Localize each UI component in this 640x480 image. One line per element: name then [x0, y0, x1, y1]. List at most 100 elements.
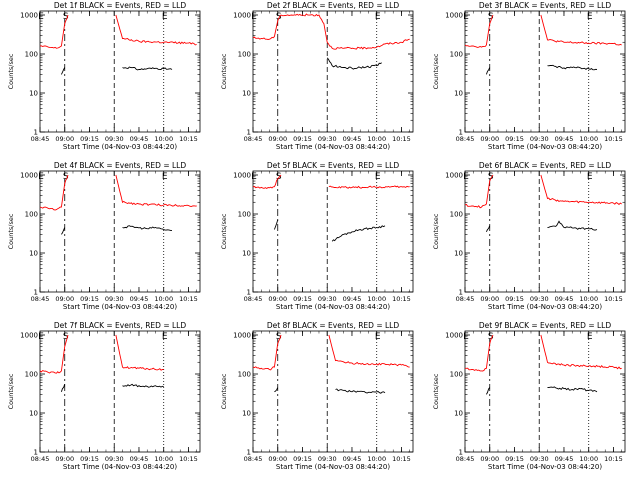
y-tick-label: 10	[454, 90, 463, 98]
series-line-events	[273, 219, 386, 242]
marker-label-e: E	[162, 12, 168, 22]
x-tick-label: 10:15	[392, 295, 411, 303]
series-line-lld	[465, 334, 622, 372]
y-tick-label: 10	[242, 250, 251, 258]
y-tick-label: 100	[25, 211, 38, 219]
x-tick-label: 09:45	[555, 135, 574, 143]
marker-label-e: E	[587, 12, 593, 22]
series-line-events	[326, 57, 382, 70]
chart-panel-1: Det 1f BLACK = Events, RED = LLD 1 10 100 10…	[7, 1, 201, 151]
marker-label-s: S	[488, 12, 494, 22]
y-tick-label: 100	[450, 371, 463, 379]
y-tick-label: 100	[25, 371, 38, 379]
plot-frame	[39, 330, 201, 453]
series-line-events	[486, 386, 598, 395]
plot-frame	[39, 10, 201, 133]
chart-title: Det 7f BLACK = Events, RED = LLD	[54, 321, 187, 330]
y-tick-label: 1	[247, 289, 251, 297]
chart-panel-2: Det 2f BLACK = Events, RED = LLD 1 10 100 10…	[220, 1, 414, 151]
x-tick-label: 09:15	[505, 455, 524, 463]
y-axis-label: Counts/sec	[220, 53, 228, 89]
x-tick-label: 09:00	[480, 295, 499, 303]
series-line-lld	[464, 174, 622, 209]
x-axis-label: Start Time (04-Nov-03 08:44:20)	[276, 143, 390, 151]
y-tick-label: 1000	[233, 12, 251, 20]
chart-title: Det 4f BLACK = Events, RED = LLD	[54, 161, 187, 170]
marker-label-e: E	[38, 12, 44, 22]
y-tick-label: 100	[25, 51, 38, 59]
chart-title: Det 3f BLACK = Events, RED = LLD	[479, 1, 612, 10]
marker-label-e: E	[38, 332, 44, 342]
x-tick-label: 09:45	[343, 455, 362, 463]
chart-title: Det 6f BLACK = Events, RED = LLD	[479, 161, 612, 170]
chart-panel-8: Det 8f BLACK = Events, RED = LLD 1 10 100 10…	[220, 321, 414, 471]
x-tick-label: 09:30	[105, 295, 124, 303]
x-tick-label: 09:30	[105, 135, 124, 143]
x-tick-label: 09:45	[130, 455, 149, 463]
x-tick-label: 09:15	[293, 455, 312, 463]
x-axis-label: Start Time (04-Nov-03 08:44:20)	[488, 143, 602, 151]
plot-frame	[39, 170, 201, 293]
x-tick-label: 08:45	[31, 295, 50, 303]
y-tick-label: 1000	[233, 172, 251, 180]
plot-frame	[252, 330, 414, 453]
y-tick-label: 1000	[445, 172, 463, 180]
x-tick-label: 09:15	[80, 455, 99, 463]
y-tick-label: 100	[450, 211, 463, 219]
marker-label-e: E	[587, 172, 593, 182]
plot-frame	[252, 10, 414, 133]
marker-label-e: E	[463, 172, 469, 182]
x-tick-label: 09:00	[480, 455, 499, 463]
x-axis-label: Start Time (04-Nov-03 08:44:20)	[63, 463, 177, 471]
x-tick-label: 09:45	[555, 455, 574, 463]
y-axis-label: Counts/sec	[432, 53, 440, 89]
series-line-lld	[464, 14, 622, 48]
y-tick-label: 10	[242, 410, 251, 418]
x-tick-label: 09:45	[555, 295, 574, 303]
y-tick-label: 1	[459, 129, 463, 137]
x-tick-label: 09:15	[505, 135, 524, 143]
y-tick-label: 1	[247, 449, 251, 457]
x-tick-label: 10:15	[179, 135, 198, 143]
marker-label-e: E	[375, 12, 381, 22]
x-tick-label: 10:15	[179, 455, 198, 463]
x-tick-label: 10:00	[579, 455, 598, 463]
x-axis-label: Start Time (04-Nov-03 08:44:20)	[488, 463, 602, 471]
y-tick-label: 1000	[445, 332, 463, 340]
x-axis-label: Start Time (04-Nov-03 08:44:20)	[276, 463, 390, 471]
x-tick-label: 09:45	[130, 135, 149, 143]
y-tick-label: 100	[238, 371, 251, 379]
series-line-events	[485, 64, 598, 75]
y-tick-label: 10	[29, 410, 38, 418]
marker-label-e: E	[38, 172, 44, 182]
x-tick-label: 08:45	[456, 135, 475, 143]
y-tick-label: 10	[29, 90, 38, 98]
series-line-events	[485, 220, 598, 232]
x-tick-label: 10:00	[154, 135, 173, 143]
plot-frame	[464, 330, 626, 453]
x-tick-label: 08:45	[31, 135, 50, 143]
chart-title: Det 5f BLACK = Events, RED = LLD	[267, 161, 400, 170]
plot-frame	[464, 170, 626, 293]
x-axis-label: Start Time (04-Nov-03 08:44:20)	[63, 143, 177, 151]
series-line-lld	[252, 13, 410, 50]
x-tick-label: 10:15	[392, 455, 411, 463]
x-tick-label: 09:15	[80, 295, 99, 303]
x-tick-label: 10:15	[604, 455, 623, 463]
x-tick-label: 09:45	[343, 295, 362, 303]
y-tick-label: 10	[454, 250, 463, 258]
y-tick-label: 1000	[233, 332, 251, 340]
y-axis-label: Counts/sec	[7, 213, 15, 249]
x-tick-label: 10:00	[367, 455, 386, 463]
x-axis-label: Start Time (04-Nov-03 08:44:20)	[488, 303, 602, 311]
chart-panel-7: Det 7f BLACK = Events, RED = LLD 1 10 100 10…	[7, 321, 201, 471]
y-tick-label: 10	[454, 410, 463, 418]
series-line-lld	[39, 334, 164, 374]
x-tick-label: 09:30	[105, 455, 124, 463]
x-tick-label: 08:45	[244, 135, 263, 143]
marker-label-s: S	[63, 172, 69, 182]
y-tick-label: 1000	[20, 12, 38, 20]
marker-label-s: S	[276, 332, 282, 342]
x-tick-label: 10:00	[367, 135, 386, 143]
x-tick-label: 09:30	[318, 455, 337, 463]
